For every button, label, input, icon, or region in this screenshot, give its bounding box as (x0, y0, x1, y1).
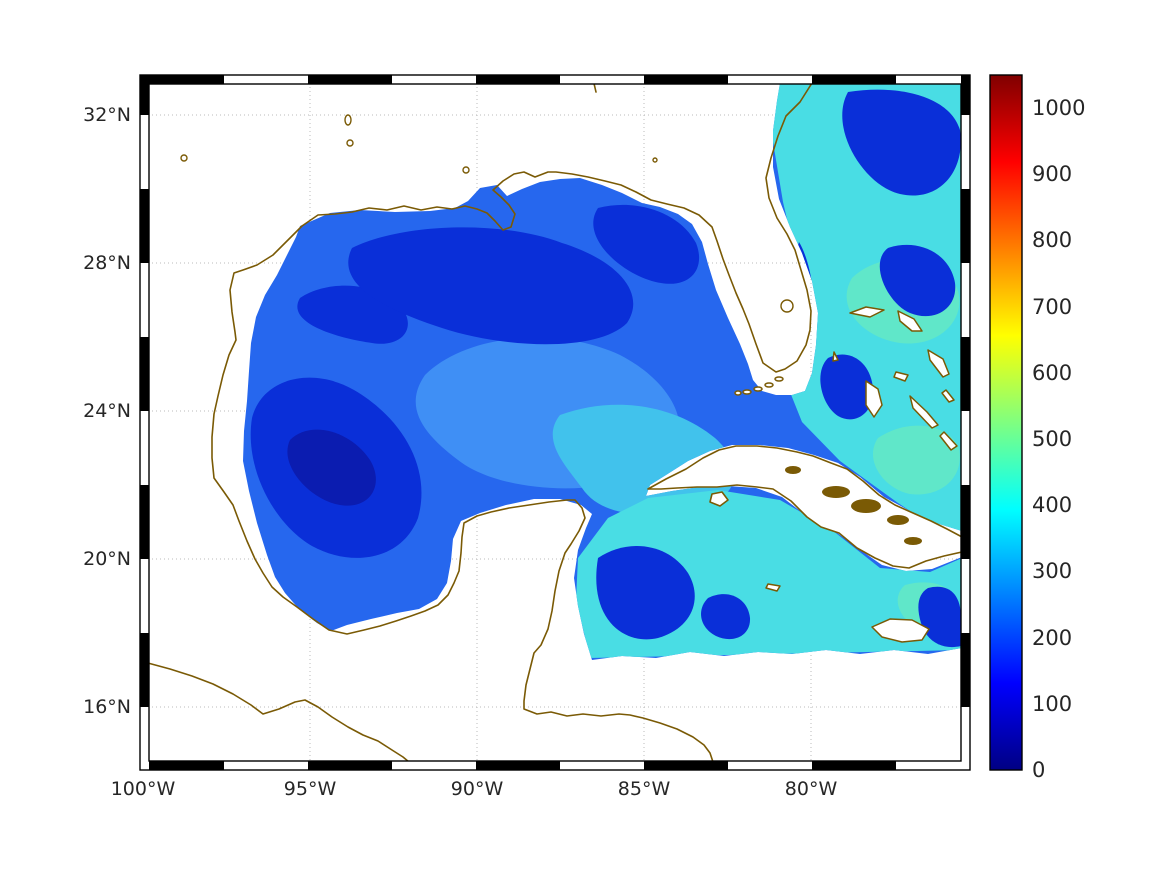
data-darkblue-patches (250, 89, 961, 648)
island-abaco (897, 310, 923, 332)
island-key-1 (774, 376, 784, 382)
colorbar-tick-label: 1000 (1032, 96, 1085, 120)
island-key-4 (742, 389, 752, 395)
colorbar-labels: 0 100 200 300 400 500 600 700 800 900 10… (1032, 96, 1085, 782)
island-grand-cayman (765, 583, 781, 592)
x-tick-label: 85°W (618, 778, 671, 800)
coastlines (149, 84, 961, 761)
lake-texas-2 (344, 114, 352, 126)
colorbar-tick-label: 300 (1032, 559, 1072, 583)
colorbar-tick-label: 700 (1032, 295, 1072, 319)
island-andros (865, 380, 883, 418)
island-key-3 (753, 386, 763, 392)
coast-cuba (647, 445, 961, 569)
river-top (593, 84, 597, 93)
y-tick-label: 32°N (83, 104, 131, 126)
lake-texas-3 (346, 139, 354, 147)
y-tick-label: 20°N (83, 548, 131, 570)
data-navy-core (287, 429, 376, 506)
coast-pacific-mexico (149, 662, 410, 761)
map-frame (139, 74, 971, 771)
y-axis-labels: 32°N 28°N 24°N 20°N 16°N (83, 104, 131, 718)
island-exuma (909, 395, 939, 429)
island-grand-bahama (849, 306, 885, 318)
colorbar-tick-label: 900 (1032, 162, 1072, 186)
y-tick-label: 16°N (83, 696, 131, 718)
islands (734, 306, 958, 643)
colorbar-tick-label: 0 (1032, 758, 1045, 782)
colorbar-tick-label: 500 (1032, 427, 1072, 451)
y-tick-label: 24°N (83, 400, 131, 422)
x-tick-label: 90°W (451, 778, 504, 800)
colorbar: 0 100 200 300 400 500 600 700 800 900 10… (989, 74, 1085, 782)
y-tick-label: 28°N (83, 252, 131, 274)
island-jamaica (871, 618, 930, 643)
island-key-2 (764, 382, 774, 388)
coast-isla-juventud (709, 491, 729, 507)
colorbar-tick-label: 400 (1032, 493, 1072, 517)
island-new-providence (893, 371, 909, 382)
data-field (243, 84, 961, 660)
x-tick-label: 80°W (785, 778, 838, 800)
inland-lakes (180, 114, 794, 313)
colorbar-tick-label: 600 (1032, 361, 1072, 385)
x-tick-label: 95°W (284, 778, 337, 800)
colorbar-gradient (989, 74, 1023, 771)
island-cat-island (941, 389, 955, 403)
island-long-island (939, 431, 958, 451)
x-axis-labels: 100°W 95°W 90°W 85°W 80°W (111, 778, 838, 800)
colorbar-tick-label: 100 (1032, 692, 1072, 716)
lake-small-ne (652, 157, 658, 163)
colorbar-tick-label: 200 (1032, 626, 1072, 650)
island-eleuthera (927, 349, 950, 378)
colorbar-tick-label: 800 (1032, 228, 1072, 252)
island-key-5 (734, 390, 742, 396)
coast-us-mexico-centralamerica (211, 84, 813, 761)
cuba-wetland-patches (785, 466, 922, 545)
lake-okeechobee (780, 299, 794, 313)
island-bimini (832, 351, 839, 362)
lake-texas-1 (180, 154, 188, 162)
x-tick-label: 100°W (111, 778, 176, 800)
lake-louisiana (462, 166, 470, 174)
